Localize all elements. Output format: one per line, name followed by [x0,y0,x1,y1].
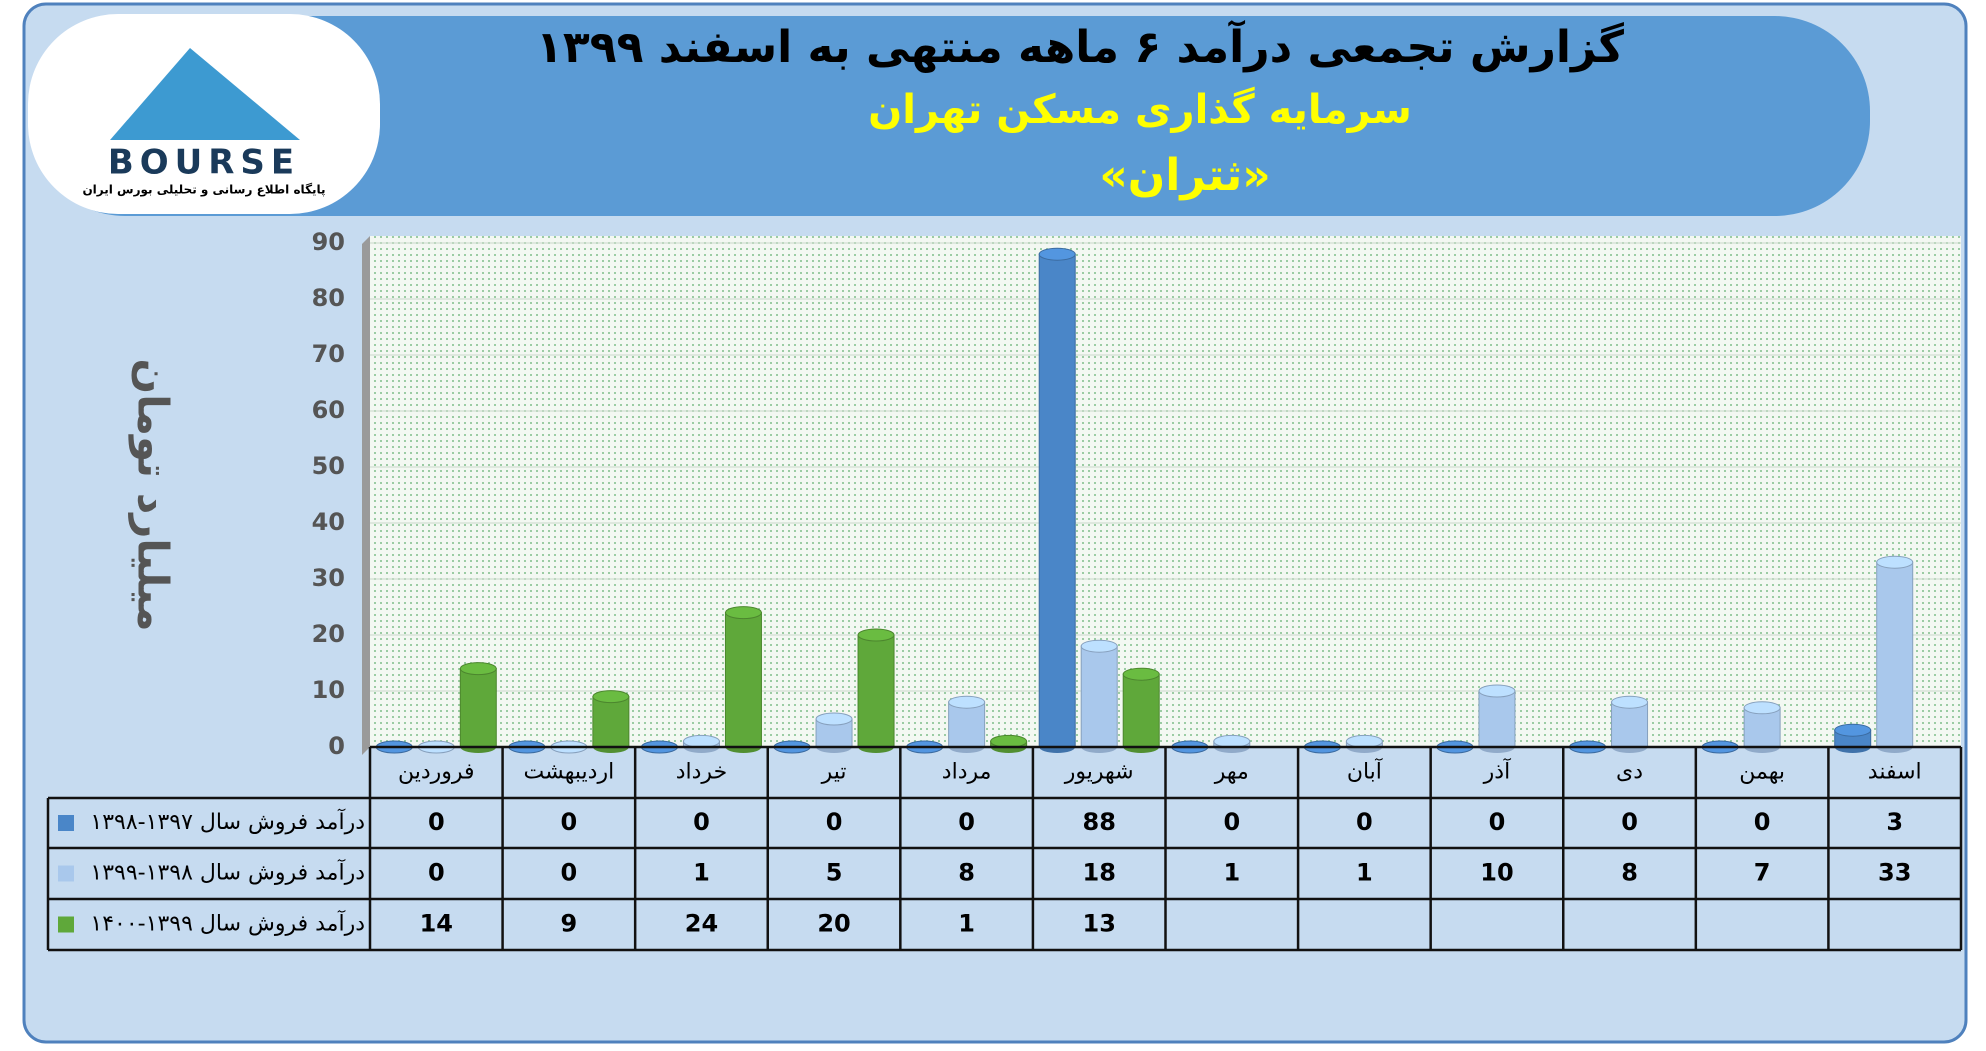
banner [30,16,1870,216]
bar [1743,701,1781,753]
legend-label: درآمد فروش سال ۱۳۹۸-۱۳۹۹ [90,859,365,886]
bar [1213,734,1251,753]
x-tick-label: مهر [1214,760,1249,785]
plot-area [370,236,1961,747]
bar [857,628,895,753]
x-tick-label: مرداد [942,760,992,785]
y-tick-label: 50 [312,452,345,480]
bar [1038,247,1076,753]
data-label: 1 [1356,859,1373,887]
x-tick-label: آبان [1347,758,1383,785]
data-label: 13 [1083,910,1116,938]
data-label: 0 [561,808,578,836]
data-label: 0 [1489,808,1506,836]
data-label: 0 [428,808,445,836]
data-label: 0 [561,859,578,887]
y-tick-label: 0 [328,732,345,760]
data-label: 0 [1754,808,1771,836]
data-label: 0 [693,808,710,836]
data-label: 0 [1223,808,1240,836]
bar [1876,555,1914,753]
bar [1345,734,1383,753]
bar [459,662,497,753]
data-label: 0 [1356,808,1373,836]
data-label: 10 [1480,859,1513,887]
chart-subtitle: سرمایه گذاری مسکن تهران [868,86,1412,133]
y-axis-label: میلیارد تومان [128,358,178,631]
x-tick-label: فروردین [398,760,475,785]
data-label: 1 [693,859,710,887]
legend-swatch [58,916,74,933]
data-label: 8 [1621,859,1638,887]
bar [1122,667,1160,753]
data-label: 9 [561,910,578,938]
bar [948,695,986,753]
data-label: 8 [958,859,975,887]
y-tick-label: 30 [312,564,345,592]
x-tick-label: خرداد [676,760,727,785]
data-label: 5 [826,859,843,887]
bar [724,606,762,753]
y-tick-label: 10 [312,676,345,704]
logo-tagline: پایگاه اطلاع رسانی و تحلیلی بورس ایران [82,183,325,198]
data-label: 0 [826,808,843,836]
data-label: 3 [1886,808,1903,836]
y-tick-label: 20 [312,620,345,648]
data-label: 0 [428,859,445,887]
x-tick-label: تیر [821,760,847,785]
bar [682,734,720,753]
symbol: «ثتران» [1099,150,1270,201]
bar [990,734,1028,753]
x-tick-label: اسفند [1868,760,1922,785]
y-tick-label: 70 [312,340,345,368]
data-label: 7 [1754,859,1771,887]
y-tick-label: 40 [312,508,345,536]
data-label: 1 [1223,859,1240,887]
wall [362,236,370,755]
data-label: 14 [420,910,453,938]
legend-swatch [58,865,74,882]
bar [815,712,853,753]
bar [1834,723,1872,753]
data-label: 88 [1083,808,1116,836]
legend-swatch [58,815,74,831]
x-tick-label: بهمن [1739,760,1785,785]
data-label: 33 [1878,859,1911,887]
data-label: 20 [817,910,850,938]
data-label: 24 [685,910,718,938]
x-tick-label: آذر [1483,758,1511,785]
legend-label: درآمد فروش سال ۱۳۹۹-۱۴۰۰ [90,910,365,937]
bar [1478,684,1516,753]
data-label: 0 [958,808,975,836]
logo-mark [110,48,300,140]
data-label: 1 [958,910,975,938]
bar [592,690,630,753]
x-tick-label: دی [1616,760,1643,785]
x-tick-label: شهریور [1064,760,1134,785]
y-tick-label: 60 [312,396,345,424]
y-tick-label: 90 [312,228,345,256]
data-label: 0 [1621,808,1638,836]
bar [1080,639,1118,753]
x-tick-label: اردیبهشت [524,760,615,785]
bar [1611,695,1649,753]
y-tick-label: 80 [312,284,345,312]
data-label: 18 [1083,859,1116,887]
logo-name: BOURSE [108,143,300,183]
legend-label: درآمد فروش سال ۱۳۹۷-۱۳۹۸ [90,808,365,835]
chart-title: گزارش تجمعی درآمد ۶ ماهه منتهی به اسفند … [536,19,1624,73]
